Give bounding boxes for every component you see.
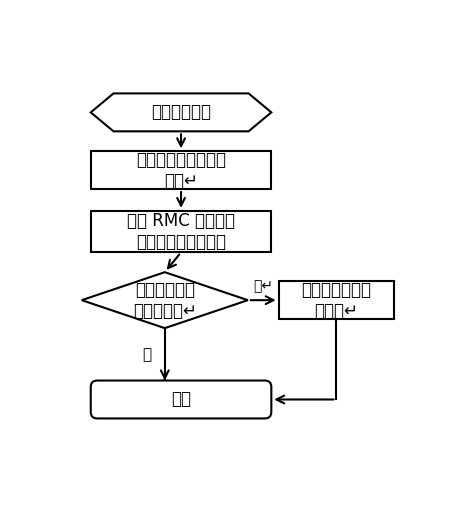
Bar — [91, 151, 271, 189]
Text: 更新节点中板固
件版本↵: 更新节点中板固 件版本↵ — [302, 281, 371, 320]
Bar — [279, 281, 394, 319]
Bar — [91, 211, 271, 252]
FancyBboxPatch shape — [91, 381, 271, 419]
Polygon shape — [91, 93, 271, 131]
Text: 插入节点中板: 插入节点中板 — [151, 104, 211, 121]
Text: 读取节点中板固件版
本号↵: 读取节点中板固件版 本号↵ — [136, 151, 226, 189]
Polygon shape — [82, 272, 248, 328]
Text: 否↵: 否↵ — [253, 280, 273, 294]
Text: 结束: 结束 — [171, 390, 191, 409]
Text: 读取 RMC 中存储的
节点中板固件版本号: 读取 RMC 中存储的 节点中板固件版本号 — [127, 212, 235, 251]
Text: 判断两个版本
好是否相同↵: 判断两个版本 好是否相同↵ — [133, 281, 197, 320]
Text: 是: 是 — [142, 347, 151, 362]
